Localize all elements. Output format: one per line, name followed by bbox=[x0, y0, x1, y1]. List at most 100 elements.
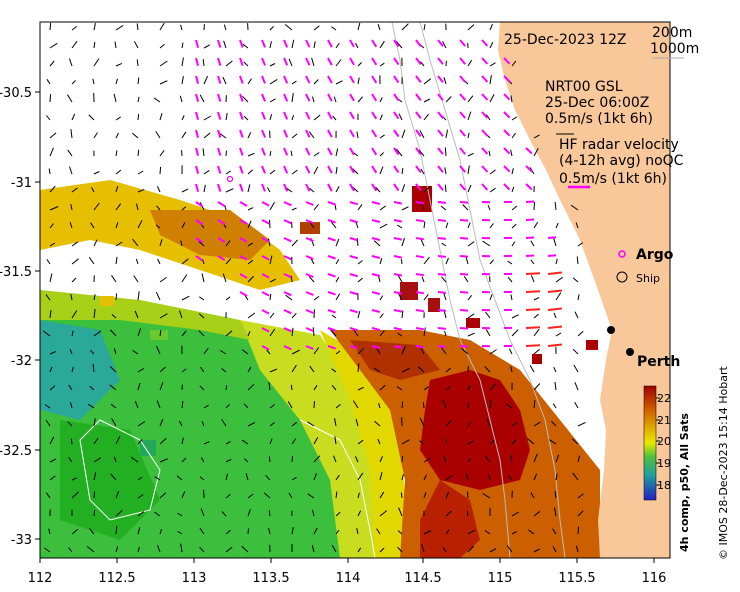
argo-label: Argo bbox=[636, 247, 674, 263]
hf-arrow bbox=[217, 129, 222, 138]
model-arrow bbox=[489, 41, 494, 49]
model-arrow bbox=[357, 204, 363, 211]
model-arrow bbox=[181, 258, 189, 265]
model-arrow bbox=[401, 129, 406, 139]
model-arrow bbox=[269, 422, 276, 427]
model-arrow bbox=[93, 58, 100, 67]
model-arrow bbox=[374, 420, 381, 427]
model-arrow bbox=[445, 420, 452, 427]
model-arrow bbox=[418, 149, 425, 157]
hf-arrow bbox=[327, 237, 336, 242]
hf-arrow bbox=[437, 327, 447, 330]
model-arrow bbox=[357, 347, 365, 355]
model-arrow bbox=[111, 314, 117, 319]
hf-arrow bbox=[217, 93, 222, 102]
model-arrow bbox=[485, 329, 491, 337]
hf-arrow bbox=[327, 309, 336, 314]
model-arrow bbox=[115, 78, 118, 85]
model-arrow bbox=[335, 350, 341, 355]
model-arrow bbox=[49, 385, 56, 391]
model-arrow bbox=[88, 114, 95, 121]
model-arrow bbox=[178, 420, 183, 427]
hf-arrow bbox=[239, 201, 248, 207]
model-arrow bbox=[401, 439, 410, 445]
model-arrow bbox=[401, 367, 410, 373]
model-arrow bbox=[225, 384, 228, 391]
model-arrow bbox=[467, 152, 474, 157]
model-arrow bbox=[533, 148, 539, 157]
model-arrow bbox=[311, 544, 315, 553]
model-arrow bbox=[44, 404, 51, 409]
model-arrow bbox=[395, 40, 403, 49]
model-arrow bbox=[312, 327, 315, 337]
model-arrow bbox=[49, 310, 52, 319]
model-arrow bbox=[530, 275, 535, 283]
model-arrow bbox=[487, 205, 491, 211]
model-arrow bbox=[485, 311, 491, 319]
model-arrow bbox=[225, 150, 227, 157]
hf-arrow bbox=[261, 111, 266, 120]
model-arrow bbox=[445, 510, 452, 517]
model-arrow bbox=[225, 493, 231, 499]
model-arrow bbox=[533, 134, 540, 139]
model-arrow bbox=[417, 366, 425, 373]
model-arrow bbox=[46, 79, 51, 85]
model-arrow bbox=[241, 439, 249, 445]
hf-arrow bbox=[349, 201, 358, 206]
model-arrow bbox=[577, 526, 580, 535]
model-arrow bbox=[356, 131, 359, 139]
hf-arrow bbox=[393, 57, 400, 66]
model-arrow bbox=[243, 115, 249, 121]
hf-arrow bbox=[371, 183, 378, 192]
model-arrow bbox=[159, 313, 168, 319]
hf-arrow bbox=[437, 129, 444, 137]
hf-arrow bbox=[437, 201, 447, 204]
hf-arrow bbox=[503, 183, 511, 191]
hf-arrow bbox=[547, 343, 563, 347]
model-arrow bbox=[331, 544, 337, 553]
model-arrow bbox=[225, 441, 231, 445]
hf-arrow bbox=[547, 307, 563, 311]
model-arrow bbox=[241, 545, 249, 553]
model-arrow bbox=[109, 366, 117, 373]
model-arrow bbox=[247, 184, 251, 193]
hf-arrow bbox=[305, 39, 311, 48]
model-arrow bbox=[577, 294, 580, 301]
model-arrow bbox=[48, 528, 51, 535]
model-arrow bbox=[269, 169, 276, 175]
model-arrow bbox=[66, 94, 73, 103]
hf-arrow bbox=[525, 200, 535, 203]
hf-arrow bbox=[437, 183, 444, 191]
model-arrow bbox=[93, 330, 102, 337]
model-arrow bbox=[442, 546, 447, 553]
hf-arrow bbox=[349, 129, 355, 138]
model-arrow bbox=[291, 455, 293, 463]
hf-arrow bbox=[371, 93, 378, 102]
hf-arrow bbox=[437, 255, 447, 258]
y-tick-label: -31.5 bbox=[0, 265, 32, 280]
hf-arrow bbox=[327, 147, 333, 156]
model-arrow bbox=[49, 60, 55, 67]
model-arrow bbox=[555, 276, 563, 283]
hf-arrow bbox=[261, 309, 270, 315]
model-arrow bbox=[181, 76, 184, 85]
model-arrow bbox=[357, 363, 360, 373]
model-arrow bbox=[244, 295, 249, 301]
model-arrow bbox=[440, 205, 447, 211]
hf-arrow bbox=[305, 183, 311, 192]
model-arrow bbox=[333, 455, 337, 463]
model-arrow bbox=[49, 42, 58, 49]
model-arrow bbox=[225, 170, 231, 175]
hf-arrow bbox=[327, 111, 333, 120]
model-arrow bbox=[137, 511, 145, 517]
hf-arrow bbox=[393, 183, 400, 192]
model-arrow bbox=[379, 491, 385, 499]
hf-arrow bbox=[437, 165, 444, 173]
hf-arrow bbox=[437, 57, 444, 65]
model-arrow bbox=[401, 206, 409, 211]
model-arrow bbox=[203, 169, 210, 175]
hf-arrow bbox=[459, 57, 466, 65]
model-arrow bbox=[396, 386, 403, 391]
model-arrow bbox=[511, 186, 515, 193]
hf-arrow bbox=[415, 93, 422, 102]
